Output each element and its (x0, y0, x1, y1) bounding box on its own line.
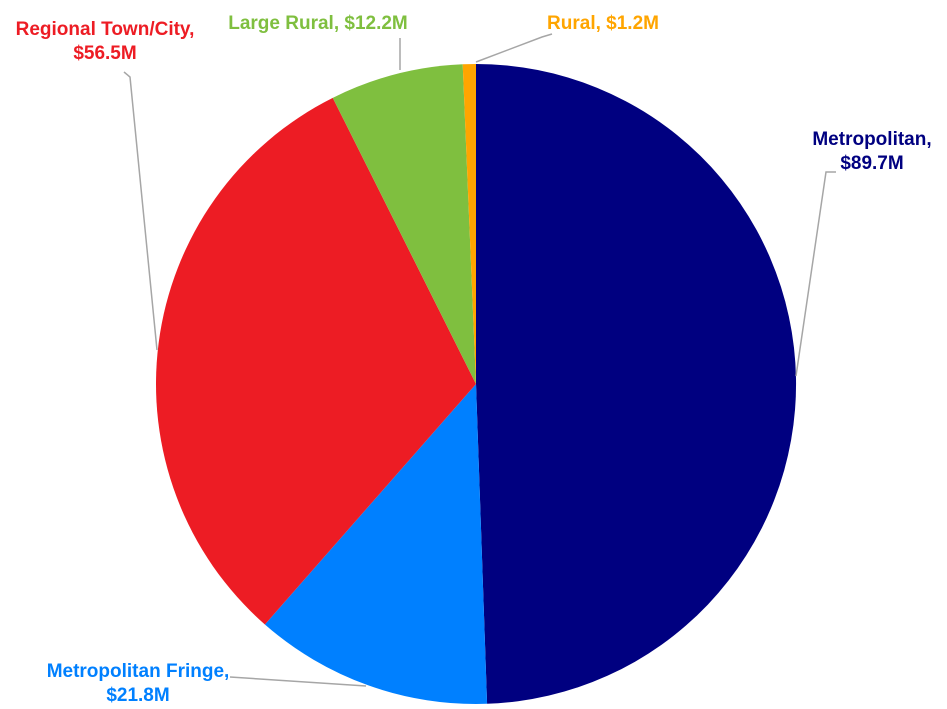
leader-line (123, 71, 158, 351)
data-label-metropolitan: Metropolitan, $89.7M (812, 129, 931, 174)
data-label-line: Large Rural, $12.2M (228, 13, 408, 34)
data-label-line: $21.8M (106, 685, 169, 706)
data-label-line: Metropolitan Fringe, (47, 661, 230, 682)
data-label-line: $89.7M (840, 153, 903, 174)
data-labels: Metropolitan, $89.7M Metropolitan Fringe, $… (16, 13, 932, 706)
pie-slice-metropolitan-fringe (264, 384, 488, 705)
pie-slices (155, 63, 797, 705)
pie-slice-metropolitan (476, 63, 797, 704)
data-label-large-rural: Large Rural, $12.2M (228, 13, 408, 34)
leader-lines (123, 33, 836, 687)
leader-line (795, 171, 836, 377)
data-label-regional-town-city: Regional Town/City, $56.5M (16, 19, 195, 64)
pie-slice-large-rural (332, 64, 476, 384)
data-label-line: $56.5M (73, 43, 136, 64)
data-label-rural: Rural, $1.2M (547, 13, 659, 34)
pie-slice-rural (462, 64, 476, 384)
leader-line (229, 676, 367, 687)
data-label-line: Regional Town/City, (16, 19, 195, 40)
data-label-line: Metropolitan, (812, 129, 931, 150)
data-label-metropolitan-fringe: Metropolitan Fringe, $21.8M (47, 661, 230, 706)
pie-slice-regional-town-city (155, 97, 476, 625)
data-label-line: Rural, $1.2M (547, 13, 659, 34)
leader-line (475, 33, 553, 63)
